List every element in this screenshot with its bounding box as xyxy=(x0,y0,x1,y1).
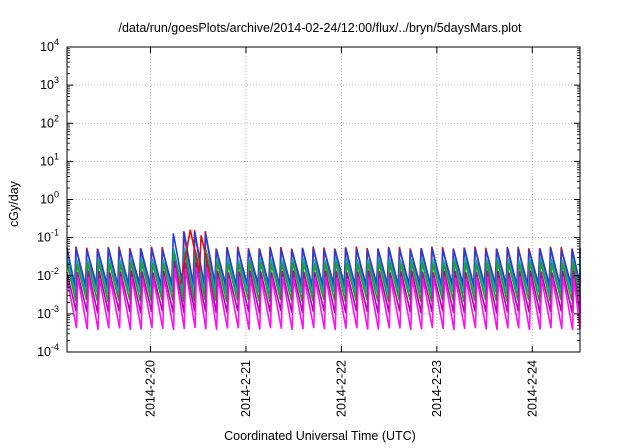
y-tick-label: 103 xyxy=(40,75,59,92)
x-tick-label: 2014-2-20 xyxy=(144,360,158,417)
y-tick-label: 10-1 xyxy=(37,228,59,245)
y-tick-label: 10-4 xyxy=(37,342,59,359)
y-axis-label: cGy/day xyxy=(7,181,21,227)
y-tick-label: 101 xyxy=(40,151,59,168)
x-tick-label: 2014-2-22 xyxy=(334,360,348,417)
series-line xyxy=(66,247,581,295)
series-line xyxy=(66,251,581,302)
y-tick-label: 10-2 xyxy=(37,266,59,283)
x-tick-label: 2014-2-23 xyxy=(430,360,444,417)
x-tick-label: 2014-2-24 xyxy=(525,360,539,417)
series-layer xyxy=(66,229,581,331)
y-tick-label: 10-3 xyxy=(37,304,59,321)
series-line xyxy=(66,266,581,331)
event-spike xyxy=(179,229,211,285)
y-tick-label: 104 xyxy=(40,37,59,54)
x-tick-label: 2014-2-21 xyxy=(239,360,253,417)
y-tick-label: 100 xyxy=(40,190,59,207)
ticks: 10-4 10-3 10-2 10-1 100 101 102 103 104 2014-2-20… xyxy=(37,37,580,417)
x-axis-label: Coordinated Universal Time (UTC) xyxy=(224,429,416,443)
series-line xyxy=(66,260,581,314)
series-line xyxy=(66,231,581,287)
y-tick-label: 102 xyxy=(40,113,59,130)
chart-title: /data/run/goesPlots/archive/2014-02-24/1… xyxy=(118,21,522,35)
